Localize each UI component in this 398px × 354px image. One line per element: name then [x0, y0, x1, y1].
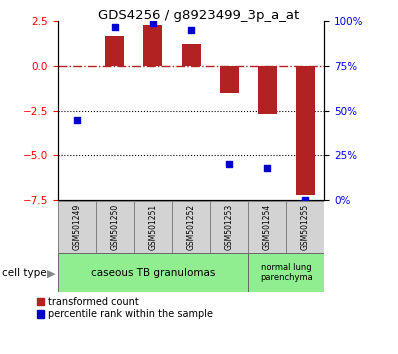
Bar: [220, 66, 239, 93]
Bar: [296, 66, 315, 195]
Text: cell type: cell type: [2, 268, 47, 278]
Bar: [172, 201, 210, 253]
Bar: [286, 201, 324, 253]
Bar: [96, 201, 134, 253]
Bar: [105, 35, 124, 66]
Point: [112, 24, 118, 29]
Text: ▶: ▶: [47, 268, 55, 278]
Text: GSM501253: GSM501253: [224, 204, 234, 250]
Bar: [58, 253, 248, 292]
Text: GSM501255: GSM501255: [301, 204, 310, 250]
Bar: [134, 201, 172, 253]
Bar: [210, 201, 248, 253]
Point: [302, 197, 308, 203]
Text: GSM501249: GSM501249: [72, 204, 81, 250]
Bar: [58, 201, 96, 253]
Text: GDS4256 / g8923499_3p_a_at: GDS4256 / g8923499_3p_a_at: [98, 9, 300, 22]
Bar: [258, 66, 277, 114]
Text: GSM501250: GSM501250: [110, 204, 119, 250]
Text: GSM501252: GSM501252: [187, 204, 195, 250]
Text: caseous TB granulomas: caseous TB granulomas: [91, 268, 215, 278]
Bar: [248, 253, 324, 292]
Text: GSM501254: GSM501254: [263, 204, 272, 250]
Point: [150, 20, 156, 26]
Bar: [181, 45, 201, 66]
Legend: transformed count, percentile rank within the sample: transformed count, percentile rank withi…: [37, 297, 213, 319]
Point: [226, 161, 232, 167]
Point: [264, 165, 270, 171]
Point: [74, 117, 80, 122]
Point: [188, 27, 194, 33]
Bar: [248, 201, 286, 253]
Text: GSM501251: GSM501251: [148, 204, 158, 250]
Bar: [143, 25, 162, 66]
Text: normal lung
parenchyma: normal lung parenchyma: [260, 263, 313, 282]
